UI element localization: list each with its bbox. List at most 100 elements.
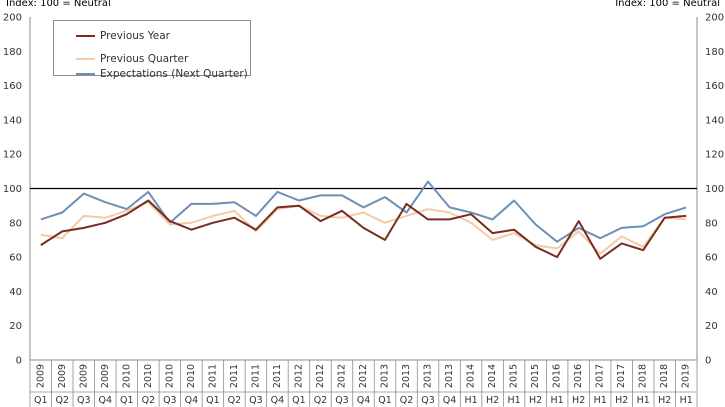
x-tick-label-period: H2	[572, 395, 585, 406]
x-tick-label-period: Q2	[400, 395, 414, 406]
x-tick-label-period: Q4	[443, 395, 457, 406]
chart-legend: Previous Year Previous Quarter Expectati…	[53, 20, 251, 80]
right-axis-unit-label: Index: 100 = Neutral	[615, 0, 720, 9]
x-tick-label-period: Q3	[421, 395, 435, 406]
x-tick-label-period: Q1	[378, 395, 392, 406]
x-tick-label-period: Q1	[292, 395, 306, 406]
y-tick-label-right: 160	[705, 81, 724, 92]
y-tick-label-right: 20	[705, 321, 718, 332]
y-tick-label-left: 20	[9, 321, 22, 332]
x-tick-label-period: Q2	[56, 395, 70, 406]
x-tick-label-year: 2014	[487, 364, 498, 388]
legend-label: Previous Year	[100, 30, 170, 42]
y-tick-label-left: 0	[16, 356, 22, 367]
y-tick-label-left: 180	[3, 47, 22, 58]
x-tick-label-period: Q3	[335, 395, 349, 406]
legend-label: Previous Quarter	[100, 53, 189, 65]
x-tick-label-year: 2009	[78, 364, 89, 388]
legend-label: Expectations (Next Quarter)	[100, 68, 248, 80]
legend-item-previous-year: Previous Year	[54, 29, 170, 43]
x-tick-label-year: 2019	[681, 364, 692, 388]
series-line-expectations-next-quarter	[40, 180, 687, 243]
legend-swatch	[76, 73, 95, 75]
x-tick-label-year: 2013	[401, 364, 412, 388]
y-tick-label-right: 180	[705, 47, 724, 58]
x-tick-label-year: 2016	[573, 364, 584, 388]
x-tick-label-year: 2013	[444, 364, 455, 388]
x-tick-label-year: 2011	[207, 364, 218, 388]
x-tick-label-period: Q1	[34, 395, 48, 406]
x-tick-label-period: H2	[529, 395, 542, 406]
x-tick-label-period: Q2	[142, 395, 156, 406]
chart-axes: 0 0 20 20 40 40 60 60 80 80 100 100 120 120 140 140 160 1…	[3, 13, 724, 407]
x-tick-label-year: 2009	[57, 364, 68, 388]
x-tick-label-year: 2009	[100, 364, 111, 388]
y-tick-label-left: 80	[9, 218, 22, 229]
x-tick-label-period: H1	[680, 395, 693, 406]
y-tick-label-right: 100	[705, 184, 724, 195]
x-tick-label-period: Q3	[249, 395, 263, 406]
x-tick-label-year: 2013	[380, 364, 391, 388]
x-tick-label-year: 2012	[293, 364, 304, 388]
y-tick-label-right: 80	[705, 218, 718, 229]
x-tick-label-year: 2009	[35, 364, 46, 388]
x-tick-label-year: 2018	[638, 364, 649, 388]
x-tick-label-period: Q3	[77, 395, 91, 406]
y-tick-label-right: 0	[705, 356, 711, 367]
chart-series-lines	[40, 180, 687, 260]
series-line-previous-quarter	[40, 201, 687, 255]
x-tick-label-year: 2010	[164, 364, 175, 388]
y-tick-label-left: 160	[3, 81, 22, 92]
x-tick-label-year: 2018	[659, 364, 670, 388]
x-tick-label-period: H1	[551, 395, 564, 406]
x-tick-label-year: 2012	[315, 364, 326, 388]
x-tick-label-year: 2011	[250, 364, 261, 388]
x-tick-label-period: Q3	[163, 395, 177, 406]
x-tick-label-year: 2012	[358, 364, 369, 388]
legend-item-previous-quarter: Previous Quarter	[54, 52, 188, 66]
x-tick-label-period: Q2	[314, 395, 328, 406]
legend-swatch	[76, 58, 95, 60]
legend-item-expectations: Expectations (Next Quarter)	[54, 67, 248, 81]
x-tick-label-period: H1	[508, 395, 521, 406]
x-tick-label-period: H1	[594, 395, 607, 406]
y-tick-label-right: 40	[705, 287, 718, 298]
x-tick-label-year: 2017	[595, 364, 606, 388]
x-tick-label-year: 2017	[616, 364, 627, 388]
x-tick-label-period: Q1	[120, 395, 134, 406]
x-tick-label-year: 2011	[229, 364, 240, 388]
y-tick-label-left: 120	[3, 150, 22, 161]
x-tick-label-year: 2010	[143, 364, 154, 388]
series-line-previous-year	[40, 199, 687, 260]
x-tick-label-year: 2010	[186, 364, 197, 388]
y-tick-label-left: 100	[3, 184, 22, 195]
x-tick-label-year: 2012	[336, 364, 347, 388]
x-tick-label-period: H2	[615, 395, 628, 406]
x-tick-label-period: Q4	[185, 395, 199, 406]
x-tick-label-year: 2010	[121, 364, 132, 388]
x-tick-label-year: 2011	[272, 364, 283, 388]
y-tick-label-left: 60	[9, 253, 22, 264]
y-tick-label-right: 120	[705, 150, 724, 161]
x-tick-label-period: H1	[637, 395, 650, 406]
x-tick-label-year: 2013	[423, 364, 434, 388]
legend-swatch	[76, 35, 95, 37]
x-tick-label-year: 2016	[552, 364, 563, 388]
x-tick-label-year: 2015	[530, 364, 541, 388]
y-tick-label-left: 40	[9, 287, 22, 298]
x-tick-label-period: Q4	[99, 395, 113, 406]
x-tick-label-period: H2	[486, 395, 499, 406]
y-tick-label-left: 140	[3, 115, 22, 126]
x-tick-label-year: 2014	[466, 364, 477, 388]
left-axis-unit-label: Index: 100 = Neutral	[6, 0, 111, 9]
y-tick-label-right: 200	[705, 13, 724, 24]
x-tick-label-period: Q4	[271, 395, 285, 406]
y-tick-label-left: 200	[3, 13, 22, 24]
x-tick-label-period: Q4	[357, 395, 371, 406]
x-tick-label-period: H1	[464, 395, 477, 406]
y-tick-label-right: 140	[705, 115, 724, 126]
y-tick-label-right: 60	[705, 253, 718, 264]
x-tick-label-period: Q1	[206, 395, 220, 406]
x-tick-label-period: Q2	[228, 395, 242, 406]
